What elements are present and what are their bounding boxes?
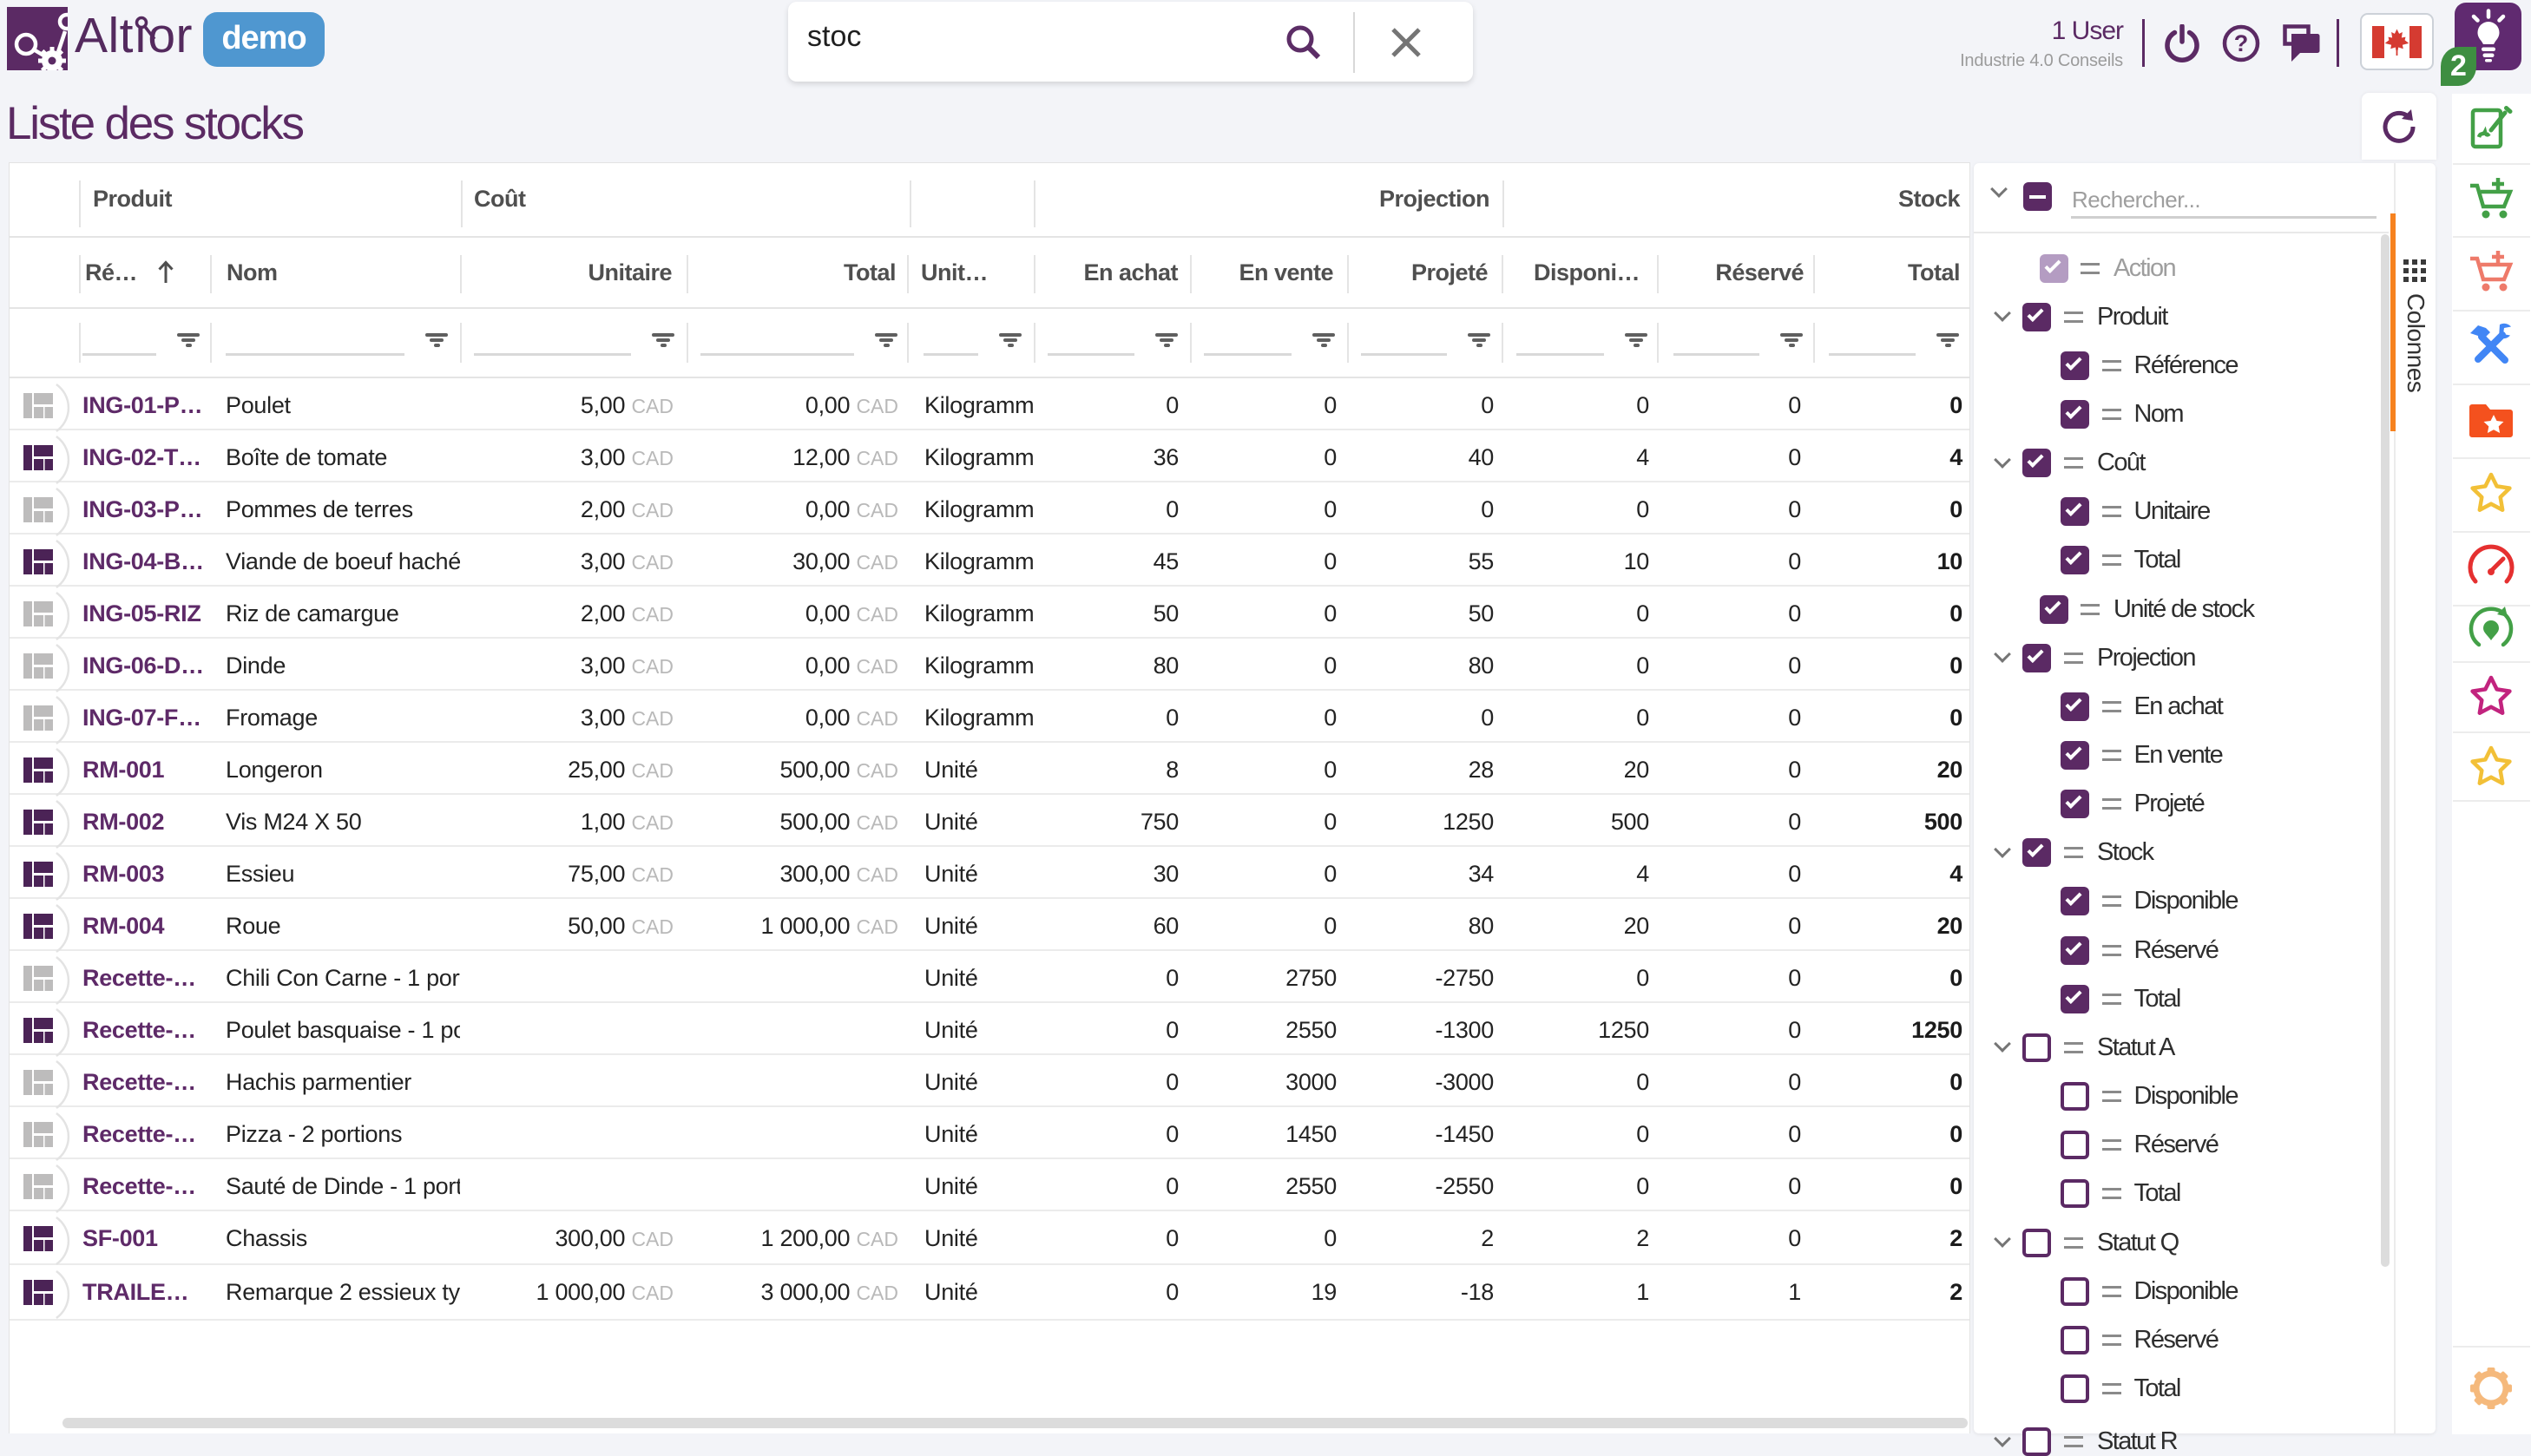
svg-text:?: ? [2234,30,2249,56]
